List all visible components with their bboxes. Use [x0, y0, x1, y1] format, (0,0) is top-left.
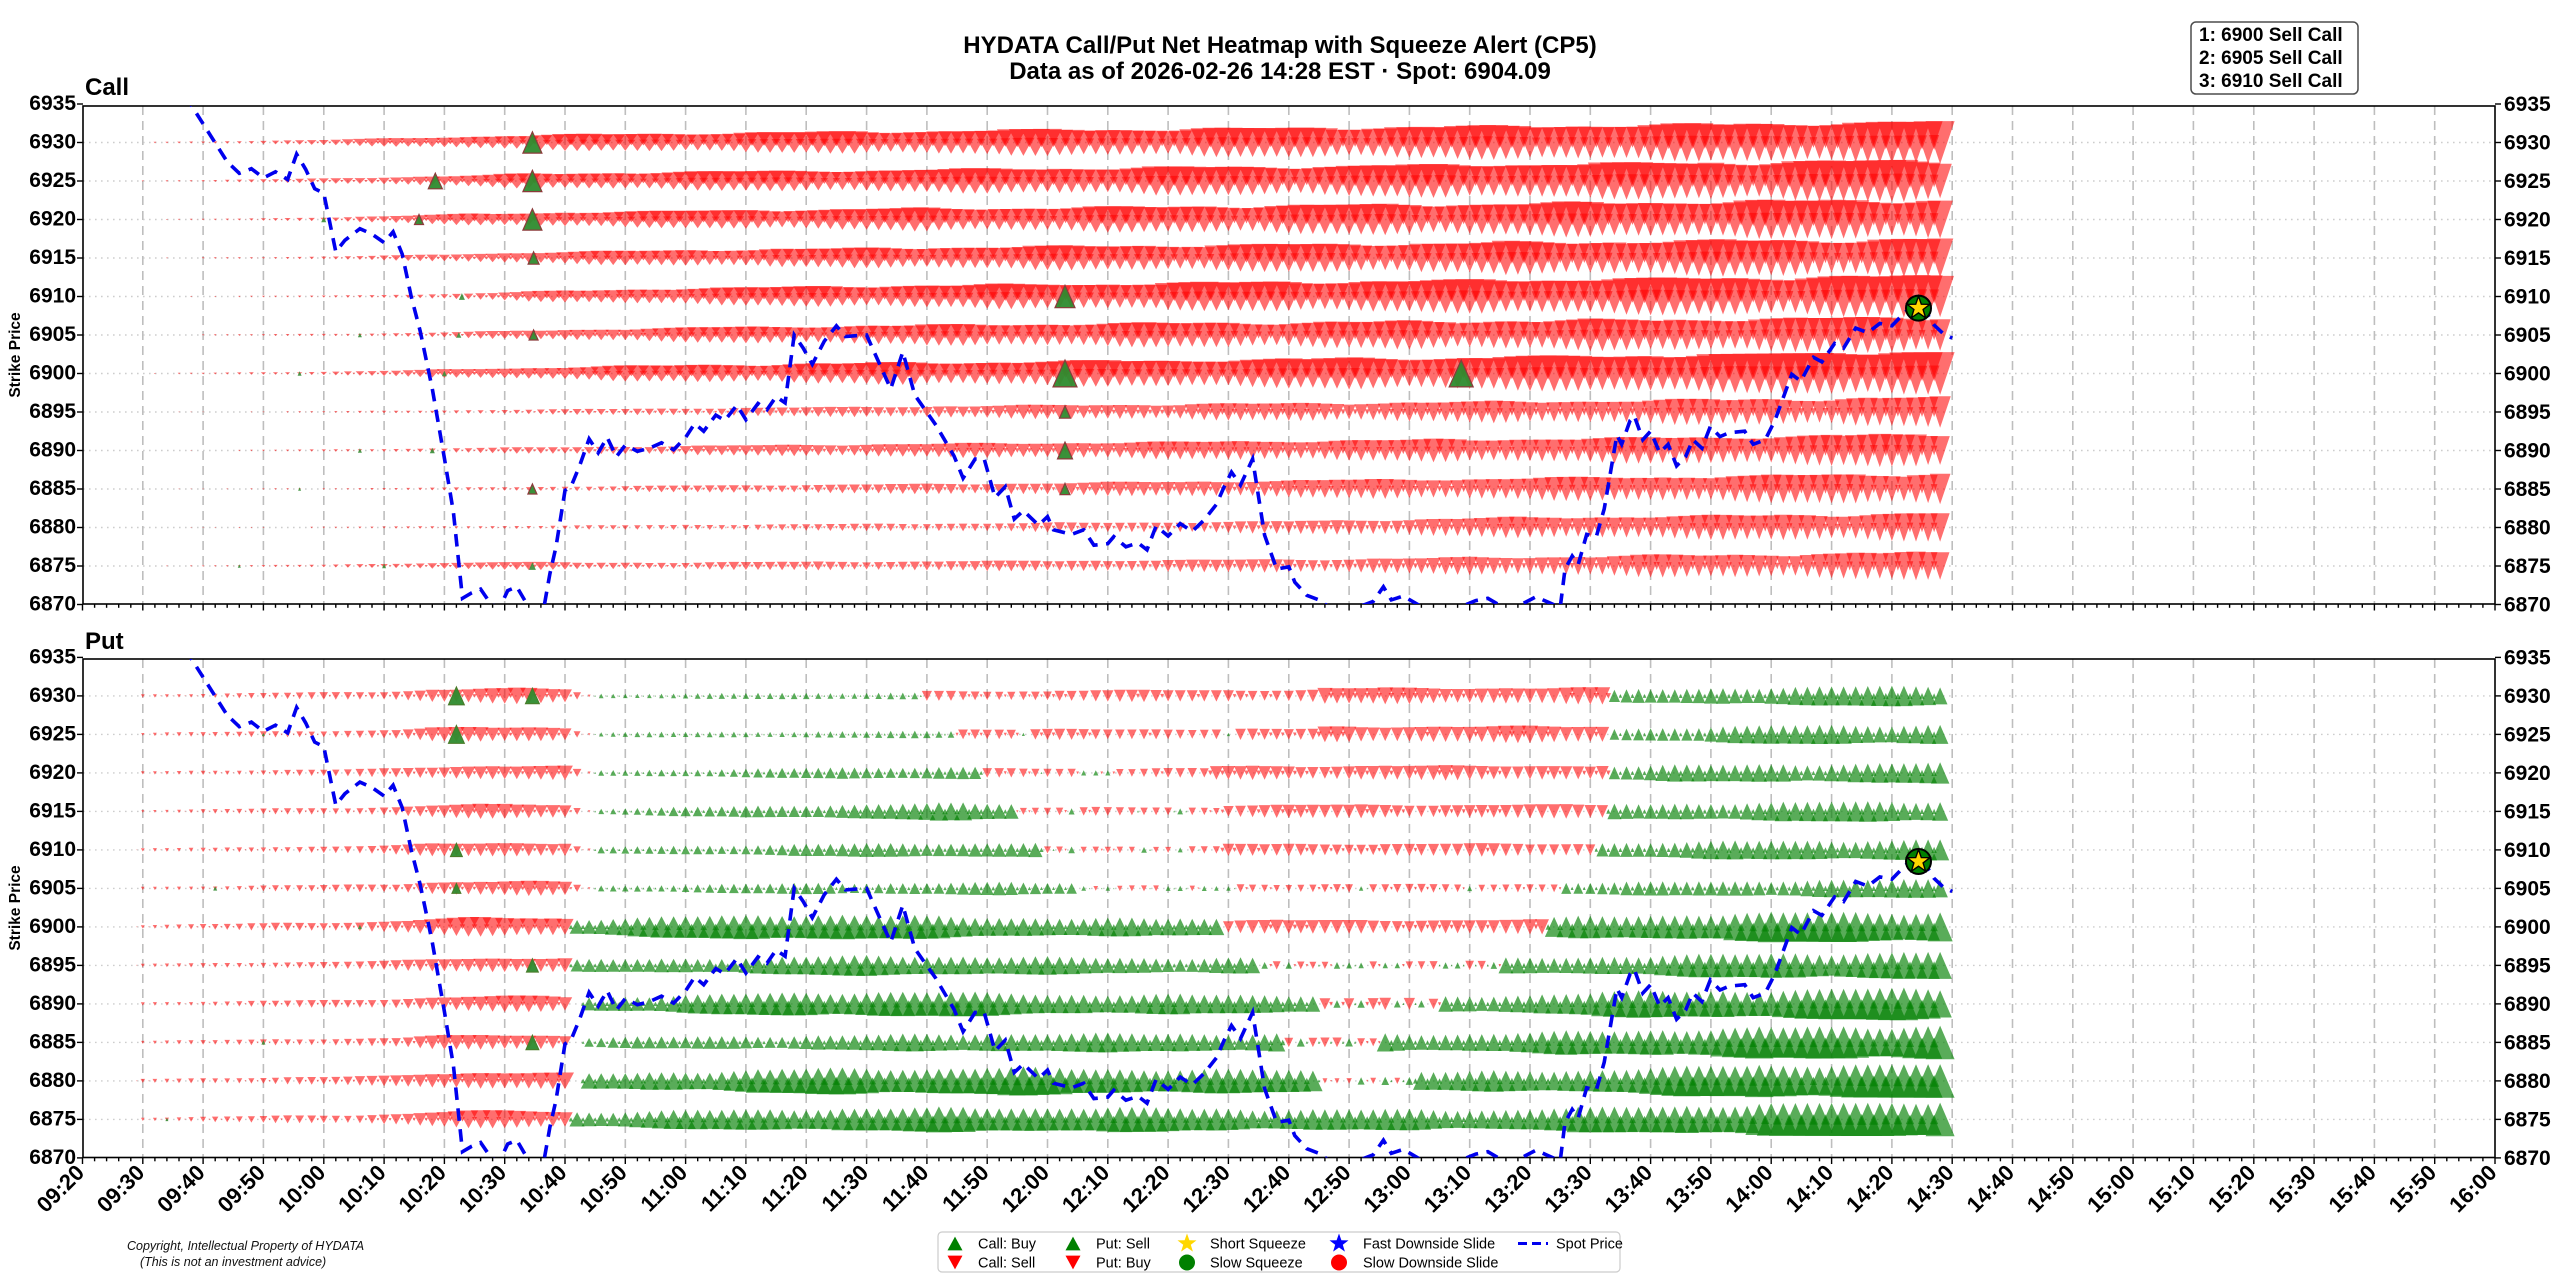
svg-text:6880: 6880	[29, 516, 76, 539]
svg-text:6930: 6930	[2504, 132, 2551, 155]
svg-text:6890: 6890	[2504, 440, 2551, 463]
svg-text:Put: Buy: Put: Buy	[1096, 1256, 1152, 1272]
svg-text:6930: 6930	[2504, 685, 2551, 708]
svg-text:Slow Downside Slide: Slow Downside Slide	[1363, 1256, 1498, 1272]
svg-text:6895: 6895	[29, 400, 76, 423]
svg-text:6915: 6915	[2504, 800, 2551, 823]
svg-text:Call: Call	[85, 74, 129, 101]
svg-text:6935: 6935	[2504, 646, 2551, 669]
svg-text:6925: 6925	[29, 722, 76, 745]
svg-text:6930: 6930	[29, 684, 76, 707]
svg-text:6890: 6890	[29, 439, 76, 462]
svg-text:Strike Price: Strike Price	[7, 865, 24, 951]
svg-text:6915: 6915	[29, 246, 76, 269]
svg-text:6895: 6895	[2504, 401, 2551, 424]
svg-text:6885: 6885	[2504, 1031, 2551, 1054]
svg-text:Put: Sell: Put: Sell	[1096, 1237, 1150, 1253]
svg-text:2: 6905 Sell Call: 2: 6905 Sell Call	[2199, 48, 2343, 69]
svg-text:6935: 6935	[29, 92, 76, 115]
svg-text:(This is not an investment adv: (This is not an investment advice)	[140, 1255, 326, 1269]
svg-text:6870: 6870	[29, 593, 76, 616]
svg-text:6870: 6870	[2504, 1147, 2551, 1170]
svg-text:6885: 6885	[29, 1030, 76, 1053]
svg-text:6900: 6900	[2504, 363, 2551, 386]
svg-text:6895: 6895	[29, 953, 76, 976]
svg-text:6920: 6920	[29, 208, 76, 231]
svg-text:6905: 6905	[2504, 877, 2551, 900]
svg-text:6930: 6930	[29, 131, 76, 154]
svg-text:Put: Put	[85, 628, 124, 655]
svg-text:6875: 6875	[29, 554, 76, 577]
svg-text:6935: 6935	[29, 645, 76, 668]
svg-text:3: 6910 Sell Call: 3: 6910 Sell Call	[2199, 71, 2343, 92]
svg-text:6925: 6925	[2504, 723, 2551, 746]
svg-text:Call: Buy: Call: Buy	[978, 1237, 1037, 1253]
svg-text:6925: 6925	[29, 169, 76, 192]
svg-text:6915: 6915	[29, 799, 76, 822]
svg-text:6880: 6880	[2504, 1070, 2551, 1093]
svg-text:6875: 6875	[2504, 555, 2551, 578]
svg-text:Strike Price: Strike Price	[7, 312, 24, 398]
svg-text:6910: 6910	[29, 285, 76, 308]
svg-text:6880: 6880	[29, 1069, 76, 1092]
svg-text:6885: 6885	[29, 477, 76, 500]
svg-text:6925: 6925	[2504, 170, 2551, 193]
svg-text:1: 6900 Sell Call: 1: 6900 Sell Call	[2199, 25, 2343, 46]
svg-text:Short Squeeze: Short Squeeze	[1210, 1237, 1306, 1253]
svg-text:Copyright, Intellectual Proper: Copyright, Intellectual Property of HYDA…	[127, 1239, 364, 1253]
svg-text:Call: Sell: Call: Sell	[978, 1256, 1035, 1272]
svg-text:6910: 6910	[2504, 839, 2551, 862]
svg-text:6895: 6895	[2504, 954, 2551, 977]
svg-text:HYDATA Call/Put Net Heatmap wi: HYDATA Call/Put Net Heatmap with Squeeze…	[963, 32, 1596, 59]
svg-text:6905: 6905	[29, 876, 76, 899]
svg-text:6915: 6915	[2504, 247, 2551, 270]
svg-text:Spot Price: Spot Price	[1556, 1237, 1623, 1253]
svg-text:6905: 6905	[2504, 324, 2551, 347]
svg-text:6890: 6890	[29, 992, 76, 1015]
svg-text:6885: 6885	[2504, 478, 2551, 501]
svg-text:Fast Downside Slide: Fast Downside Slide	[1363, 1237, 1495, 1253]
svg-text:Data as of 2026-02-26 14:28 ES: Data as of 2026-02-26 14:28 EST · Spot: …	[1009, 58, 1551, 85]
svg-text:6905: 6905	[29, 323, 76, 346]
svg-text:6880: 6880	[2504, 517, 2551, 540]
svg-text:6910: 6910	[29, 838, 76, 861]
svg-text:6910: 6910	[2504, 286, 2551, 309]
svg-text:6935: 6935	[2504, 93, 2551, 116]
svg-text:6870: 6870	[2504, 594, 2551, 617]
svg-text:6900: 6900	[2504, 916, 2551, 939]
svg-text:6920: 6920	[2504, 762, 2551, 785]
svg-text:6920: 6920	[2504, 209, 2551, 232]
svg-text:6875: 6875	[29, 1107, 76, 1130]
svg-text:6875: 6875	[2504, 1108, 2551, 1131]
svg-text:Slow Squeeze: Slow Squeeze	[1210, 1256, 1303, 1272]
svg-text:6920: 6920	[29, 761, 76, 784]
svg-text:6870: 6870	[29, 1146, 76, 1169]
svg-text:6890: 6890	[2504, 993, 2551, 1016]
svg-text:6900: 6900	[29, 915, 76, 938]
svg-text:6900: 6900	[29, 362, 76, 385]
